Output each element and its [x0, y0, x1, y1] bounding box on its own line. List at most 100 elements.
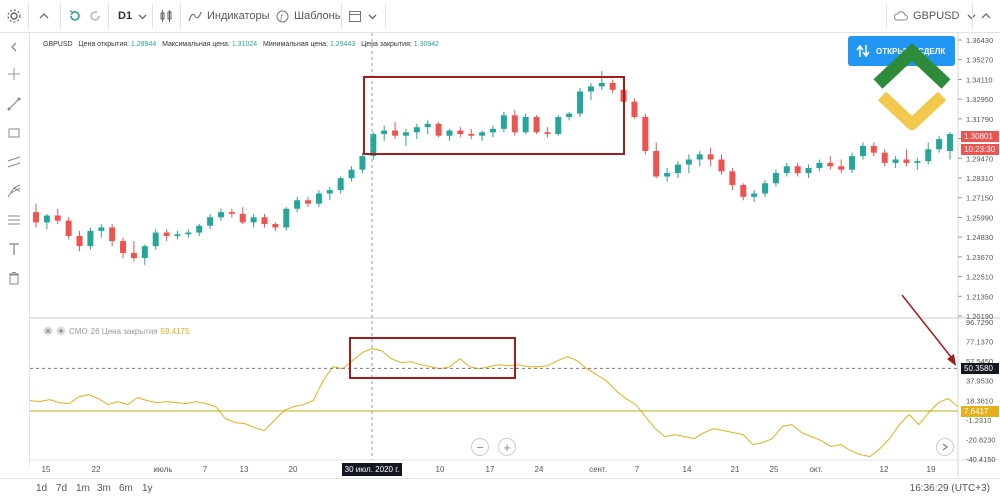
period-1d[interactable]: 1d	[36, 483, 48, 494]
rectangle-icon[interactable]	[4, 123, 24, 143]
drawing-toolbar	[0, 33, 30, 466]
time-tick-label: окт.	[809, 465, 822, 474]
candle-body	[402, 132, 409, 136]
chevron-up-icon[interactable]	[38, 0, 50, 32]
candle-body	[729, 171, 736, 185]
price-tick-label: 1.25990	[966, 213, 993, 222]
scroll-to-realtime-button[interactable]	[936, 438, 954, 456]
candle-body	[98, 227, 105, 231]
time-tick-label: 20	[289, 465, 298, 474]
time-tick-label: 17	[486, 465, 495, 474]
period-1y[interactable]: 1y	[142, 483, 153, 494]
indicators-icon	[188, 11, 202, 22]
trendline-icon[interactable]	[4, 94, 24, 114]
candle-body	[468, 133, 475, 136]
candle-body	[674, 164, 681, 174]
candle-body	[511, 115, 518, 133]
cmo-tick-label: -20.8230	[966, 435, 996, 444]
indicator-settings-icon[interactable]	[56, 326, 66, 336]
candle-body	[544, 132, 551, 134]
candle-body	[490, 128, 496, 133]
indicators-button[interactable]: Индикаторы	[188, 0, 270, 32]
indicators-label: Индикаторы	[207, 10, 270, 22]
trash-icon[interactable]	[4, 268, 24, 288]
legend-low-label: Минимальная цена:	[263, 41, 328, 48]
candle-body	[870, 145, 877, 153]
chevron-down-icon	[968, 14, 976, 19]
calendar-icon[interactable]	[348, 0, 362, 32]
cmo-tick-label: -1.2310	[966, 416, 991, 425]
time-tick-label: 12	[880, 465, 889, 474]
candlestick-series	[33, 71, 953, 265]
zoom-out-button[interactable]: −	[471, 438, 489, 456]
calendar-dropdown-icon[interactable]	[368, 0, 377, 32]
cmo-tick-label: 18.3610	[966, 396, 993, 405]
time-tick-label: 22	[92, 465, 101, 474]
candle-body	[239, 213, 246, 223]
candle-body	[914, 161, 921, 163]
period-1m[interactable]: 1m	[76, 483, 90, 494]
price-tick-label: 1.35270	[966, 56, 993, 65]
period-6m[interactable]: 6m	[119, 483, 133, 494]
candle-body	[217, 212, 224, 218]
price-tick-label: 1.22510	[966, 273, 993, 282]
candle-body	[577, 91, 584, 114]
brand-logo-icon	[873, 43, 951, 130]
time-tick-label: 13	[240, 465, 249, 474]
fibonacci-icon[interactable]	[4, 210, 24, 230]
crosshair-value-label: 50.3580	[961, 363, 999, 374]
candle-body	[479, 132, 486, 136]
candle-body	[522, 116, 529, 133]
candle-body	[392, 130, 399, 136]
templates-button[interactable]: f Шаблоны	[276, 0, 343, 32]
annotation-arrow	[901, 294, 956, 363]
candle-body	[903, 159, 910, 163]
candle-body	[500, 115, 507, 129]
settings-icon[interactable]	[6, 0, 22, 32]
text-tool-icon[interactable]	[4, 239, 24, 259]
pitchfork-icon[interactable]	[4, 181, 24, 201]
price-tick-label: 1.36430	[966, 36, 993, 45]
remove-indicator-icon[interactable]	[43, 326, 53, 336]
time-tick-label: июль	[153, 465, 172, 474]
candle-body	[827, 162, 834, 167]
interval-selector[interactable]: D1	[118, 0, 147, 32]
candle-body	[740, 184, 747, 197]
price-tick-label: 1.32950	[966, 95, 993, 104]
candle-body	[348, 169, 355, 179]
zoom-in-button[interactable]: +	[498, 438, 516, 456]
candle-body	[772, 173, 779, 184]
interval-label: D1	[118, 10, 133, 22]
collapse-toolbar-icon[interactable]	[4, 37, 24, 57]
candle-body	[566, 113, 573, 117]
cmo-current-label: 7.6417	[961, 406, 999, 417]
crosshair-icon[interactable]	[4, 64, 24, 84]
price-tick-label: 1.28310	[966, 174, 993, 183]
period-7d[interactable]: 7d	[56, 483, 68, 494]
time-tick-label: 7	[203, 465, 208, 474]
collapse-icon[interactable]	[980, 0, 992, 32]
time-tick-label: 15	[42, 465, 51, 474]
candle-body	[283, 208, 290, 228]
top-toolbar: D1 Индикаторы f Шаблоны GBPUSD	[0, 0, 1000, 33]
time-tick-label: 24	[535, 465, 544, 474]
candle-body	[228, 212, 235, 214]
redo-icon[interactable]	[88, 0, 102, 32]
cmo-tick-label: 96.7290	[966, 318, 993, 327]
undo-icon[interactable]	[68, 0, 82, 32]
time-tick-label: 14	[683, 465, 692, 474]
candles-icon[interactable]	[159, 0, 173, 32]
cmo-tick-label: 37.9530	[966, 377, 993, 386]
highlight-box-cmo	[349, 337, 516, 379]
candle-body	[381, 130, 388, 134]
bottom-bar: 1d 7d 1m 3m 6m 1y 16:36:29 (UTC+3)	[0, 478, 1000, 500]
symbol-selector[interactable]: GBPUSD	[894, 0, 976, 32]
candle-body	[141, 246, 148, 259]
candle-body	[457, 130, 464, 134]
period-3m[interactable]: 3m	[97, 483, 111, 494]
candle-body	[881, 152, 888, 163]
candle-body	[435, 123, 442, 136]
time-tick-label: сент.	[589, 465, 607, 474]
channel-icon[interactable]	[4, 152, 24, 172]
